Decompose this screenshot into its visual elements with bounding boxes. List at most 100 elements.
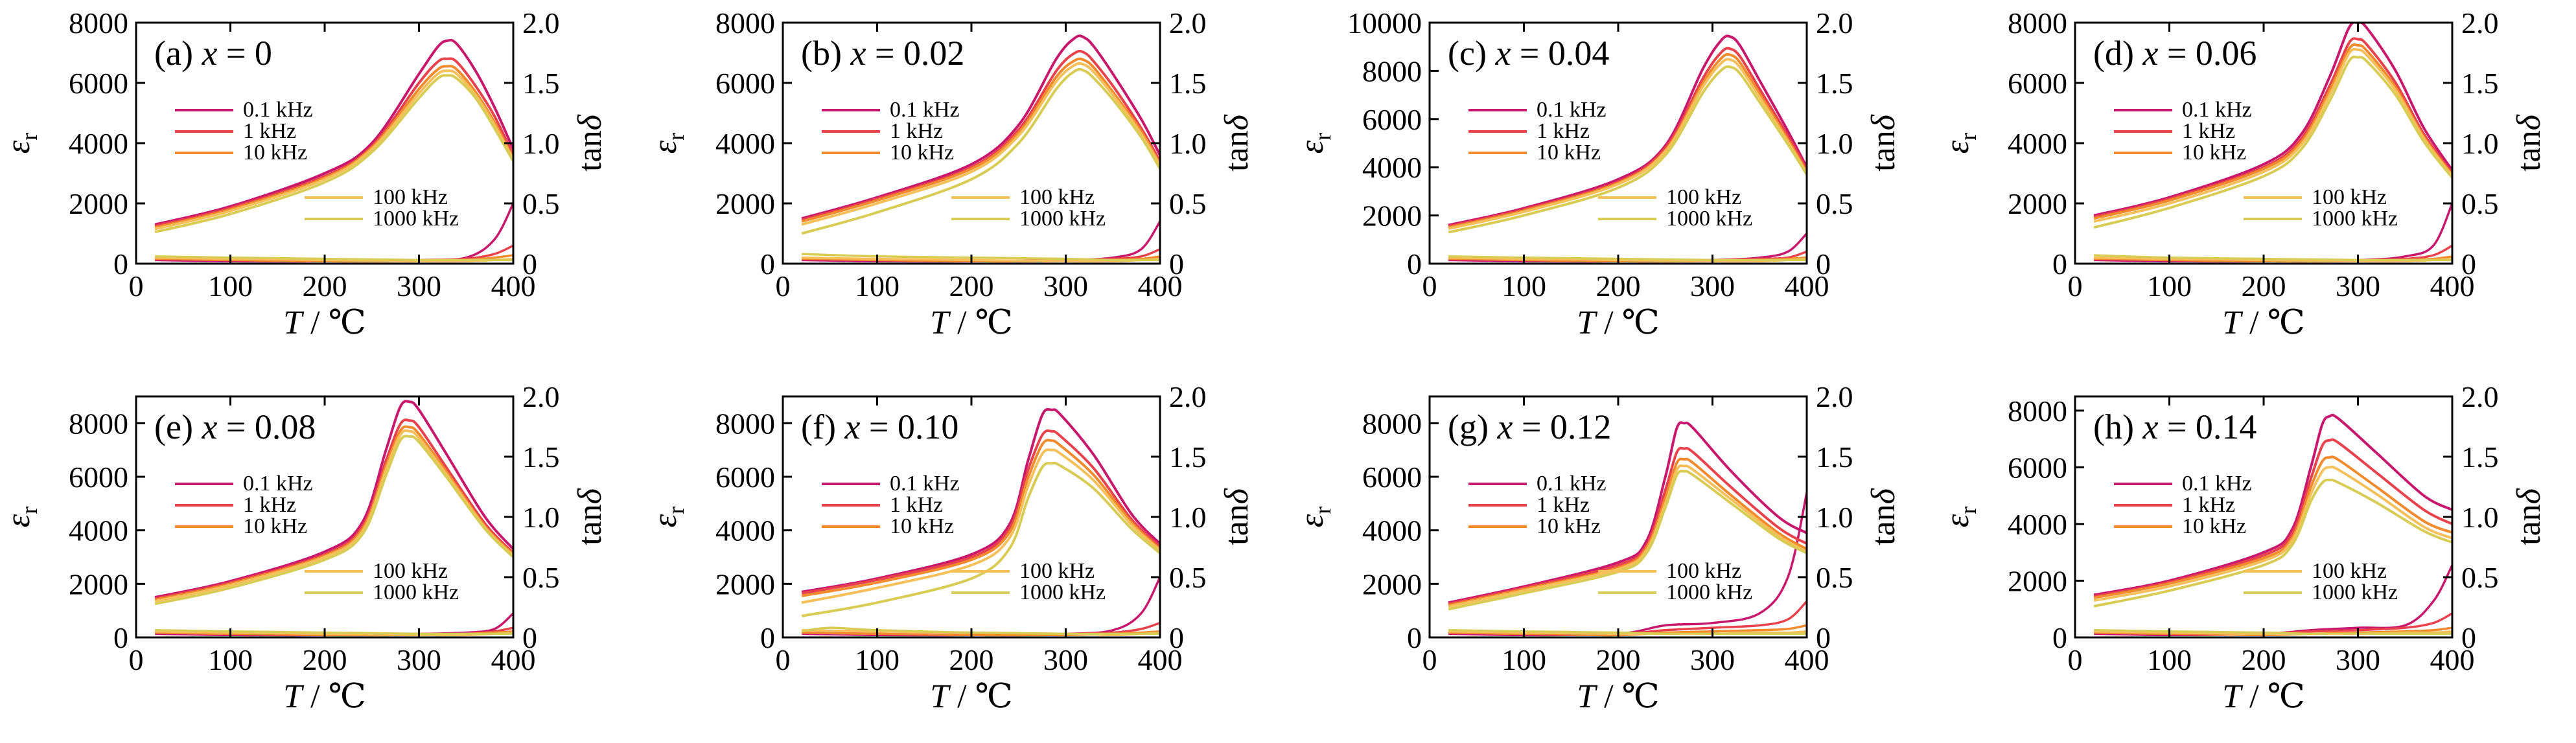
y2-axis-label: tanδ (1865, 114, 1902, 172)
y2-tick-label: 1.5 (2461, 440, 2499, 474)
legend-label: 1000 kHz (1019, 580, 1106, 604)
eps-line-2 (1448, 446, 1807, 606)
eps-line-2 (2093, 438, 2452, 598)
legend-label: 100 kHz (1666, 559, 1741, 583)
y-tick-label: 8000 (69, 6, 128, 40)
y-tick-label: 0 (760, 621, 775, 654)
legend-label: 1000 kHz (1666, 580, 1752, 604)
y2-tick-label: 0.5 (1169, 561, 1207, 594)
x-axis-label: T / ℃ (1577, 678, 1660, 715)
y-tick-label: 0 (113, 621, 128, 654)
eps-line-1 (1448, 34, 1807, 227)
legend-label: 10 kHz (890, 514, 954, 538)
eps-line-2 (1448, 47, 1807, 228)
legend-label: 100 kHz (2312, 185, 2387, 209)
y2-axis-label: tanδ (572, 114, 609, 172)
x-tick-label: 200 (1596, 643, 1641, 676)
y2-tick-label: 0.5 (1816, 561, 1853, 594)
y-tick-label: 0 (2052, 621, 2067, 654)
eps-line-2 (2093, 37, 2452, 218)
eps-line-5 (2093, 55, 2452, 229)
y2-axis-label: tanδ (2511, 488, 2547, 545)
curves (801, 34, 1160, 263)
y2-tick-label: 2.0 (2461, 6, 2499, 40)
panel-label: (g) x = 0.12 (1448, 407, 1611, 446)
eps-line-2 (801, 49, 1160, 222)
y-tick-label: 8000 (715, 6, 775, 40)
y2-tick-label: 0 (2461, 621, 2476, 654)
eps-line-1 (801, 407, 1160, 593)
x-tick-label: 200 (1596, 269, 1641, 303)
y2-axis-label: tanδ (2511, 114, 2547, 172)
panel-f: 0 100 200 300 4000200040006000800000.51.01.5… (647, 380, 1255, 715)
eps-line-5 (1448, 65, 1807, 234)
eps-line-5 (1448, 470, 1807, 611)
legend-label: 0.1 kHz (2182, 98, 2252, 122)
x-tick-label: 400 (1785, 643, 1829, 676)
y2-tick-label: 1.5 (522, 67, 560, 100)
legend-label: 100 kHz (373, 559, 448, 583)
y2-tick-label: 1.5 (2461, 67, 2499, 100)
tan-line-1 (2094, 203, 2452, 263)
y-axis-label: εr (0, 507, 42, 528)
y-axis-label: εr (0, 133, 42, 154)
y2-axis-label: tanδ (572, 488, 609, 545)
eps-line-4 (1448, 58, 1807, 231)
y-axis-label: εr (647, 133, 689, 154)
legend-label: 0.1 kHz (890, 98, 960, 122)
x-tick-label: 400 (1785, 269, 1829, 303)
x-axis-label: T / ℃ (1577, 304, 1660, 341)
eps-line-5 (2093, 478, 2452, 608)
panel-g: 0 100 200 300 4000200040006000800000.51.01.5… (1294, 380, 1902, 715)
panel-e: 0 100 200 300 4000200040006000800000.51.01.5… (0, 380, 609, 715)
y2-tick-label: 1.0 (522, 127, 560, 160)
y-tick-label: 2000 (1362, 567, 1422, 600)
panel-label: (b) x = 0.02 (801, 34, 964, 73)
eps-line-5 (154, 74, 513, 234)
legend-label: 0.1 kHz (243, 98, 313, 122)
y-tick-label: 6000 (2008, 451, 2067, 484)
y2-tick-label: 1.0 (1816, 127, 1853, 160)
eps-line-3 (801, 439, 1160, 597)
y-tick-label: 4000 (1362, 514, 1422, 547)
legend-label: 0.1 kHz (1537, 98, 1607, 122)
y2-axis-label: tanδ (1218, 114, 1255, 172)
y-tick-label: 8000 (1362, 54, 1422, 87)
y2-tick-label: 0 (522, 621, 537, 654)
y2-axis-label: tanδ (1218, 488, 1255, 545)
eps-line-1 (1448, 421, 1807, 604)
x-tick-label: 100 (1502, 269, 1546, 303)
x-tick-label: 300 (1043, 643, 1088, 676)
y-tick-label: 2000 (1362, 200, 1422, 233)
legend-label: 10 kHz (1537, 141, 1601, 165)
panel-label: (a) x = 0 (154, 34, 272, 73)
legend-label: 1 kHz (2182, 119, 2235, 143)
legend-label: 1 kHz (243, 119, 296, 143)
y-tick-label: 2000 (715, 187, 775, 220)
x-tick-label: 0 (1422, 643, 1437, 676)
legend-label: 100 kHz (1019, 185, 1095, 209)
y-axis-label: εr (1294, 133, 1336, 154)
y2-tick-label: 1.0 (1169, 127, 1207, 160)
x-tick-label: 200 (2242, 643, 2286, 676)
y-tick-label: 4000 (69, 514, 128, 547)
x-tick-label: 400 (2430, 643, 2475, 676)
x-tick-label: 400 (1138, 643, 1183, 676)
y2-tick-label: 0 (522, 247, 537, 280)
tan-line-1 (1448, 492, 1807, 637)
panel-a: 0 100 200 300 4000200040006000800000.51.01.5… (0, 6, 609, 341)
y-tick-label: 0 (760, 247, 775, 280)
eps-line-4 (154, 69, 513, 231)
eps-line-3 (154, 425, 513, 602)
eps-line-4 (154, 429, 513, 603)
legend-label: 1 kHz (243, 493, 296, 517)
eps-line-1 (154, 400, 513, 599)
y-tick-label: 6000 (2008, 67, 2067, 100)
y-axis-label: εr (1939, 133, 1981, 154)
y-tick-label: 0 (1407, 621, 1422, 654)
y-tick-label: 4000 (2008, 508, 2067, 541)
y-axis-label: εr (1294, 507, 1336, 528)
eps-line-3 (2093, 43, 2452, 220)
y2-tick-label: 2.0 (1169, 380, 1207, 413)
x-tick-label: 300 (1690, 269, 1735, 303)
